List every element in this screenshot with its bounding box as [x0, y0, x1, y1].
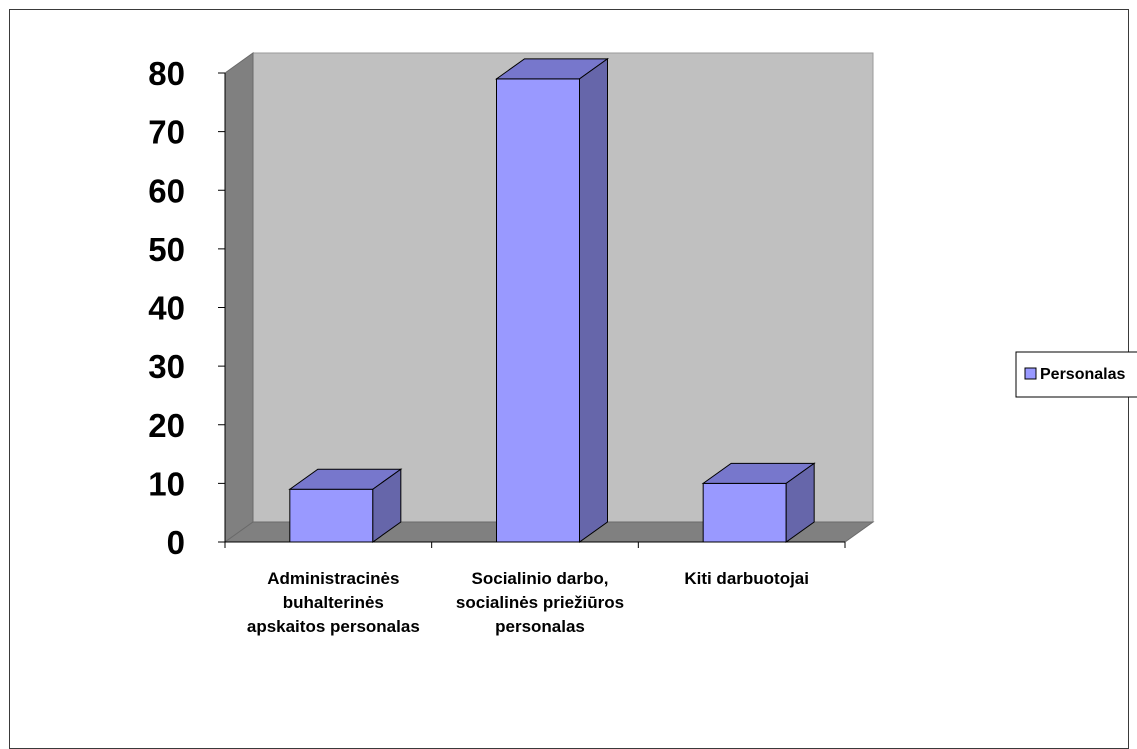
bar — [701, 462, 816, 543]
bar-front — [702, 482, 787, 543]
bar — [494, 57, 610, 543]
y-tick-label: 10 — [148, 465, 185, 502]
y-tick-label: 30 — [148, 348, 185, 385]
y-tick-label: 70 — [148, 114, 185, 151]
bar-chart: 0 10 20 30 40 50 60 70 80 Administracinės buhalte… — [148, 52, 1137, 636]
y-tick-label: 80 — [148, 55, 185, 92]
category-label: buhalterinės — [283, 593, 384, 612]
y-tick-label: 40 — [148, 290, 185, 327]
y-tick-label: 20 — [148, 407, 185, 444]
bar-front — [289, 488, 374, 543]
bar-side — [785, 462, 815, 543]
bar — [288, 468, 403, 543]
side-wall — [224, 52, 254, 543]
bar-side — [579, 57, 608, 543]
y-tick-label: 60 — [148, 172, 185, 209]
legend-label-personalas: Personalas — [1040, 366, 1125, 383]
category-label: Administracinės — [267, 569, 399, 588]
category-label: apskaitos personalas — [247, 617, 420, 636]
category-label: socialinės priežiūros — [456, 593, 624, 612]
legend: Personalas — [1015, 351, 1137, 398]
category-label: Kiti darbuotojai — [684, 569, 809, 588]
bar-front — [496, 78, 580, 543]
y-tick-label: 0 — [167, 524, 185, 561]
bar-side — [372, 468, 402, 543]
legend-swatch — [1024, 367, 1037, 380]
category-label: Socialinio darbo, — [472, 569, 609, 588]
y-tick-label: 50 — [148, 231, 185, 268]
category-label: personalas — [495, 617, 585, 636]
